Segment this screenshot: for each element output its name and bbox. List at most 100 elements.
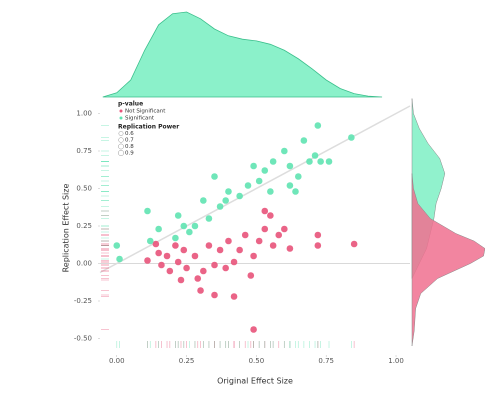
point [269,242,277,249]
point [155,249,162,257]
size-label: 0.7 [125,138,134,144]
point [200,197,207,204]
point [300,137,308,144]
point [244,182,252,189]
x-axis-title: Original Effect Size [217,377,293,386]
point [211,291,218,299]
x-tick-label: 0.50 [249,357,265,365]
x-tick-label: 1.00 [388,357,404,365]
x-tick-label: 0.00 [109,357,125,365]
y-tick-label: 0.00 [76,260,92,268]
point [267,188,274,195]
y-density [411,173,485,347]
point [155,225,162,233]
point [230,293,238,300]
point [275,231,283,239]
point [225,237,232,245]
point [163,252,171,260]
point [205,242,213,249]
point [216,203,224,210]
point [292,188,299,195]
point [174,212,182,219]
point [166,267,174,275]
y-axis-title: Replication Effect Size [62,184,71,273]
x-tick-label: 0.75 [318,357,334,365]
point [222,264,229,272]
point [255,237,263,245]
size-label: 0.6 [125,131,134,137]
y-tick-label: -0.50 [74,335,92,343]
y-tick-label: 0.50 [76,185,92,193]
point [172,234,179,242]
point [267,212,274,219]
size-label: 0.8 [125,144,134,150]
point [211,261,218,269]
point [236,246,243,254]
point [222,197,229,204]
point [286,162,294,170]
point [286,182,294,189]
point [197,287,204,294]
point [183,264,190,272]
size-swatch [118,137,124,143]
point [225,188,232,195]
point [216,246,224,254]
point [172,242,179,249]
point [180,222,188,230]
point [177,276,185,284]
point [146,237,154,245]
point [261,207,269,215]
legend-label: Significant [125,116,155,122]
point [261,225,269,233]
identity-line [99,105,411,274]
point [180,246,188,254]
point [194,275,202,282]
legend-swatch [119,109,123,113]
point [314,231,322,239]
x-density [102,11,383,98]
point [236,192,243,200]
point [191,222,199,230]
point [255,177,263,185]
y-tick-label: -0.25 [74,297,92,305]
point [158,261,165,269]
point [144,207,151,215]
legend-title: Replication Power [118,124,179,131]
point [325,158,333,165]
point [306,158,313,165]
point [191,252,199,260]
point [250,162,257,170]
point [311,152,319,159]
point [205,215,213,222]
point [314,242,322,249]
point [152,240,160,248]
y-tick-label: 0.25 [76,222,92,230]
point [286,245,294,252]
point [211,173,218,180]
y-tick-label: 0.75 [76,147,92,155]
point [281,225,288,233]
point [348,134,355,141]
point [116,255,123,263]
point [144,257,151,264]
legend-swatch [119,116,123,120]
point [174,258,182,266]
point [261,167,269,174]
point [314,122,322,129]
point [317,158,324,165]
size-swatch [118,143,124,150]
legend-label: Not Significant [125,109,166,115]
point [350,240,358,248]
size-label: 0.9 [125,151,134,157]
point [269,158,277,165]
point [113,242,121,249]
point [186,228,193,236]
point [247,272,255,279]
size-swatch [117,149,125,157]
point [281,147,288,155]
point [200,267,207,275]
point [230,258,238,266]
legend-title: p-value [118,101,143,108]
point [294,173,302,180]
